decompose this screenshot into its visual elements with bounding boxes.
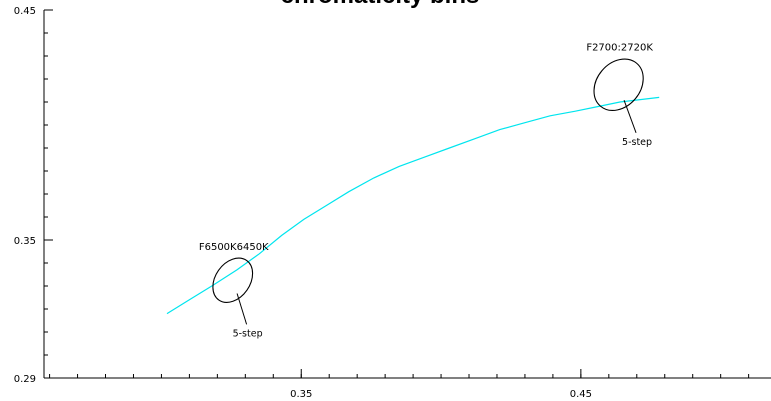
plot-area — [166, 96, 660, 315]
y-tick-label: 0.35 — [14, 236, 36, 247]
y-tick-label: 0.29 — [14, 374, 36, 385]
locus-line-0 — [166, 96, 660, 315]
bin-ellipse-group: F6500K6450K 5-step — [199, 242, 269, 339]
step-label: 5-step — [233, 328, 263, 339]
bin-label: F2700:2720K — [586, 43, 653, 54]
bin-label: F6500K6450K — [199, 242, 269, 253]
y-tick-label: 0.45 — [14, 6, 36, 17]
x-tick-label: 0.35 — [290, 389, 312, 400]
bin-ellipse — [593, 58, 644, 111]
annotations: F6500K6450K 5-step F2700:2720K 5-step — [199, 43, 653, 340]
bin-ellipse-group: F2700:2720K 5-step — [586, 43, 653, 148]
step-label: 5-step — [622, 137, 652, 148]
bin-ellipse — [212, 257, 254, 303]
x-tick-label: 0.45 — [570, 389, 592, 400]
axes: 0.35 0.45 0.29 0.35 0.45 — [14, 6, 771, 400]
leader-line — [623, 100, 637, 133]
leader-line — [236, 293, 248, 325]
chart-title: chromaticity bins — [281, 0, 480, 9]
